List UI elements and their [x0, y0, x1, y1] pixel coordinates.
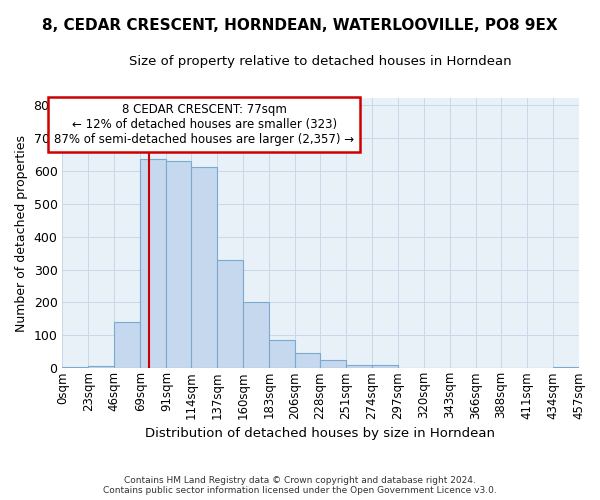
Bar [295, 354, 320, 368]
Bar [166, 161, 191, 368]
Bar [243, 302, 269, 368]
X-axis label: Distribution of detached houses by size in Horndean: Distribution of detached houses by size … [145, 427, 496, 440]
Bar [320, 360, 346, 368]
Bar [217, 260, 243, 368]
Bar [140, 159, 166, 368]
Bar [88, 366, 115, 368]
Text: Contains HM Land Registry data © Crown copyright and database right 2024.
Contai: Contains HM Land Registry data © Crown c… [103, 476, 497, 495]
Bar [269, 340, 295, 368]
Title: Size of property relative to detached houses in Horndean: Size of property relative to detached ho… [129, 55, 512, 68]
Text: 8 CEDAR CRESCENT: 77sqm
← 12% of detached houses are smaller (323)
87% of semi-d: 8 CEDAR CRESCENT: 77sqm ← 12% of detache… [54, 103, 354, 146]
Bar [191, 168, 217, 368]
Y-axis label: Number of detached properties: Number of detached properties [15, 135, 28, 332]
Bar [346, 365, 372, 368]
Bar [372, 365, 398, 368]
Text: 8, CEDAR CRESCENT, HORNDEAN, WATERLOOVILLE, PO8 9EX: 8, CEDAR CRESCENT, HORNDEAN, WATERLOOVIL… [42, 18, 558, 32]
Bar [115, 322, 140, 368]
Bar [553, 366, 578, 368]
Bar [62, 366, 88, 368]
